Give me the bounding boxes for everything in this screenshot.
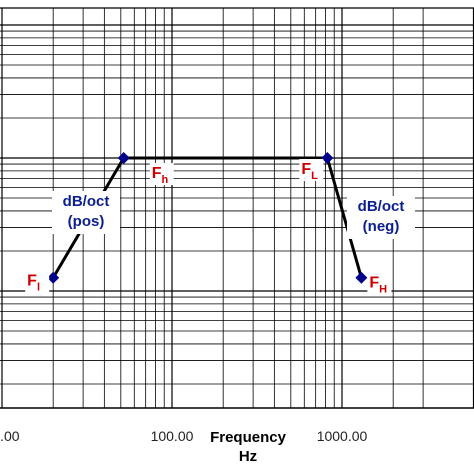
x-tick-label: 10.00	[0, 428, 20, 444]
callout-background	[347, 196, 415, 239]
point-label-main: F	[152, 165, 162, 182]
callout-background	[52, 191, 120, 234]
point-label-background	[299, 159, 324, 181]
x-tick-label: 100.00	[151, 428, 194, 444]
point-label: FH	[369, 275, 387, 296]
x-axis-title-line2: Hz	[239, 448, 257, 465]
x-tick-labels: 10.00 100.00 1000.00	[0, 428, 368, 444]
point-label-background	[367, 272, 392, 295]
data-marker	[355, 271, 368, 284]
x-axis-title-line1: Frequency	[210, 429, 287, 446]
point-label-background	[25, 270, 50, 293]
callout-text: (neg)	[363, 218, 400, 235]
point-label-subscript: l	[37, 282, 40, 294]
point-label: Fl	[27, 273, 40, 294]
series-segment	[325, 156, 363, 280]
point-label-background	[149, 163, 174, 185]
callout-text: dB/oct	[358, 198, 405, 215]
point-label-main: F	[27, 273, 37, 290]
grid	[0, 7, 474, 409]
data-marker	[47, 271, 60, 284]
callouts: dB/oct (pos) dB/oct (neg)	[52, 191, 415, 239]
data-marker	[321, 152, 334, 164]
point-label-main: F	[369, 275, 379, 292]
point-label: FL	[301, 161, 318, 182]
data-marker	[117, 152, 130, 164]
callout-text: (pos)	[68, 213, 105, 230]
point-label-subscript: h	[162, 174, 169, 186]
point-label: Fh	[152, 165, 169, 186]
point-label-main: F	[301, 161, 311, 178]
x-tick-label: 1000.00	[317, 428, 368, 444]
point-label-subscript: L	[311, 170, 318, 182]
point-label-subscript: H	[379, 284, 387, 296]
callout-text: dB/oct	[63, 193, 110, 210]
